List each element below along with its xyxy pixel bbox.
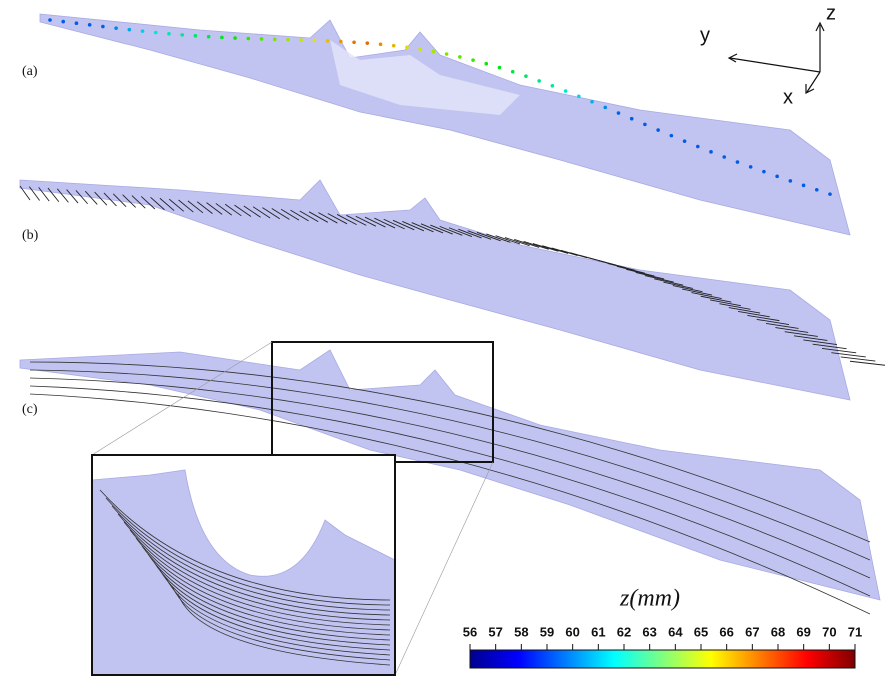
sample-dot — [180, 33, 184, 37]
sample-dot — [405, 46, 409, 50]
sample-dot — [749, 165, 753, 169]
sample-dot — [736, 160, 740, 164]
sample-dot — [326, 39, 330, 43]
sample-dot — [445, 52, 449, 56]
colorbar-tick-label: 69 — [796, 624, 810, 639]
axis-triad — [729, 23, 824, 93]
sample-dot — [590, 100, 594, 104]
sample-dot — [471, 58, 475, 62]
colorbar-ticks: 56 57 58 59 60 61 62 63 64 65 66 67 68 69 70 71 — [463, 624, 862, 650]
sample-dot — [167, 32, 171, 36]
sample-dot — [432, 50, 436, 54]
sample-dot — [762, 170, 766, 174]
colorbar-tick-label: 60 — [565, 624, 579, 639]
sample-dot — [313, 39, 317, 43]
axis-label: y — [700, 24, 710, 46]
axis-label: x — [783, 86, 793, 108]
axis-label: z — [826, 2, 836, 24]
zoom-connector — [395, 462, 493, 675]
sample-dot — [617, 111, 621, 115]
sample-dot — [537, 79, 541, 83]
sample-dot — [365, 41, 369, 45]
sample-dot — [379, 42, 383, 46]
sample-dot — [524, 74, 528, 78]
sample-dot — [498, 66, 502, 70]
colorbar-tick-label: 61 — [591, 624, 605, 639]
sample-dot — [511, 70, 515, 74]
sample-dot — [630, 117, 634, 121]
needle — [850, 361, 885, 365]
sample-dot — [828, 192, 832, 196]
sample-dot — [114, 26, 118, 30]
sample-dot — [603, 106, 607, 110]
inset — [92, 455, 395, 675]
figure: (a) (b) (c) z y x z(mm) 56 57 58 59 60 61 62 63… — [0, 0, 888, 677]
panel-label: (a) — [22, 64, 38, 79]
needle — [841, 357, 876, 361]
sample-dot — [75, 21, 79, 25]
sample-dot — [564, 89, 568, 93]
colorbar-tick-label: 62 — [617, 624, 631, 639]
colorbar-tick-label: 66 — [719, 624, 733, 639]
colorbar-tick-label: 64 — [668, 624, 683, 639]
sample-dot — [789, 179, 793, 183]
sample-dot — [128, 28, 132, 32]
sample-dot — [247, 37, 251, 41]
panel-label: (b) — [22, 228, 39, 243]
colorbar-tick-label: 71 — [848, 624, 862, 639]
colorbar-label: z(mm) — [619, 586, 680, 612]
sample-dot — [815, 188, 819, 192]
sample-dot — [418, 47, 422, 51]
sample-dot — [551, 84, 555, 88]
sample-dot — [194, 34, 198, 38]
sample-dot — [233, 36, 237, 40]
sample-dot — [286, 38, 290, 42]
colorbar-tick-label: 59 — [540, 624, 554, 639]
sample-dot — [802, 184, 806, 188]
sample-dot — [299, 38, 303, 42]
colorbar-tick-label: 67 — [745, 624, 759, 639]
colorbar-tick-label: 58 — [514, 624, 528, 639]
sample-dot — [220, 36, 224, 40]
colorbar-tick-label: 57 — [488, 624, 502, 639]
sample-dot — [656, 128, 660, 132]
sample-dot — [352, 40, 356, 44]
sample-dot — [670, 134, 674, 138]
colorbar-tick-label: 63 — [642, 624, 656, 639]
sample-dot — [141, 29, 145, 33]
sample-dot — [392, 44, 396, 48]
sample-dot — [722, 155, 726, 159]
sample-dot — [273, 38, 277, 42]
sample-dot — [775, 175, 779, 179]
colorbar-tick-label: 56 — [463, 624, 477, 639]
colorbar-tick-label: 65 — [694, 624, 708, 639]
sample-dot — [48, 18, 52, 22]
sample-dot — [101, 25, 105, 29]
colorbar — [470, 650, 855, 668]
sample-dot — [709, 150, 713, 154]
sample-dot — [61, 20, 65, 24]
colorbar-tick-label: 70 — [822, 624, 836, 639]
sample-dot — [696, 145, 700, 149]
sample-dot — [88, 23, 92, 27]
sample-dot — [577, 95, 581, 99]
sample-dot — [154, 31, 158, 35]
colorbar-tick-label: 68 — [771, 624, 785, 639]
sample-dot — [484, 62, 488, 66]
sample-dot — [339, 40, 343, 44]
sample-dot — [260, 37, 264, 41]
sample-dot — [683, 139, 687, 143]
sample-dot — [458, 55, 462, 59]
panel-label: (c) — [22, 402, 38, 417]
sample-dot — [643, 123, 647, 127]
sample-dot — [207, 35, 211, 39]
